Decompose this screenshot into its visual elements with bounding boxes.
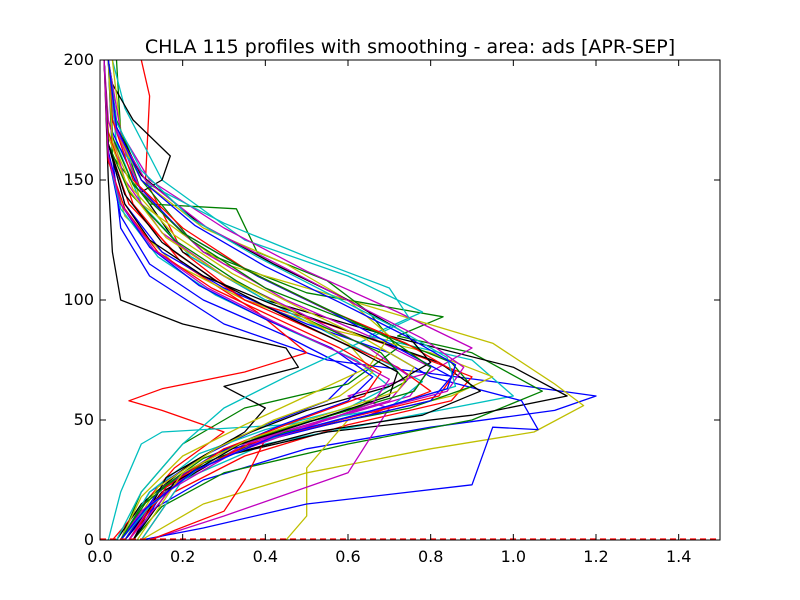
profile-line-13 [103,60,494,540]
profile-line-14 [107,60,473,540]
x-tick-label: 1.0 [501,547,526,566]
x-tick-label: 1.2 [583,547,608,566]
profile-line-15 [103,60,539,540]
x-tick-label: 0.4 [253,547,278,566]
y-tick-label: 200 [63,50,94,69]
plot-area: 0.0 0.2 0.4 0.6 0.8 1.0 1.2 1.4 0 50 100 150 200 [63,50,721,566]
tick-layer: 0.0 0.2 0.4 0.6 0.8 1.0 1.2 1.4 0 50 100 150 200 [63,50,720,566]
x-tick-label: 0.6 [335,547,360,566]
profile-line-27 [103,60,374,540]
profile-line-36 [107,60,457,540]
profile-line-8 [103,60,357,540]
x-tick-label: 0.2 [170,547,195,566]
profile-line-10 [103,60,308,540]
profile-line-25 [103,60,390,540]
profile-line-34 [107,60,415,540]
profile-line-23 [103,60,407,540]
y-tick-label: 50 [74,410,94,429]
profile-line-35 [103,60,390,540]
series-layer [103,60,597,540]
x-tick-label: 1.4 [666,547,691,566]
x-tick-label: 0.8 [418,547,443,566]
profile-line-18 [107,60,411,540]
x-tick-label: 0.0 [87,547,112,566]
chart-title: CHLA 115 profiles with smoothing - area:… [145,36,675,58]
y-tick-label: 100 [63,290,94,309]
profile-line-17 [103,60,432,540]
y-tick-label: 150 [63,170,94,189]
y-tick-label: 0 [84,530,94,549]
plot-frame [99,59,721,541]
